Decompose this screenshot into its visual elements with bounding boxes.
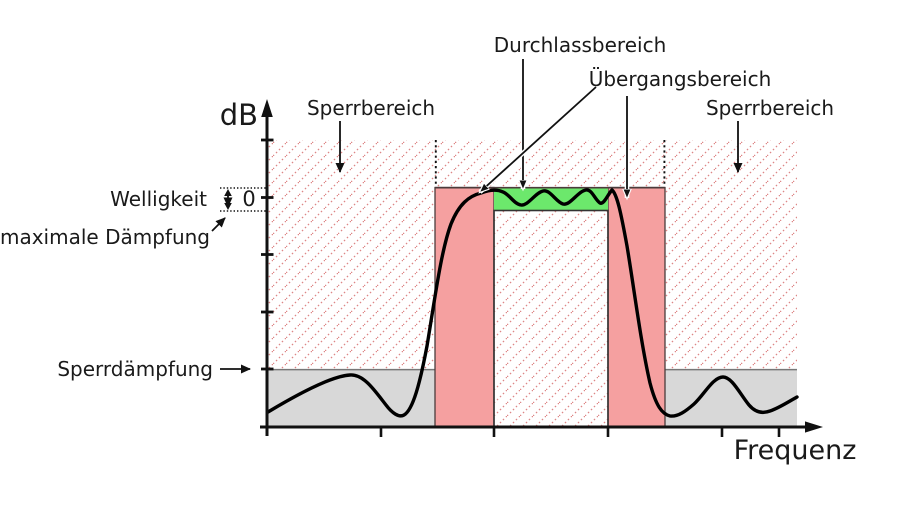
label-ripple: Welligkeit (110, 187, 207, 211)
stopband-floor-right (665, 368, 797, 427)
arrow-transition-left (480, 85, 598, 194)
label-passband: Durchlassbereich (494, 33, 667, 57)
x-axis-ticks (379, 427, 781, 437)
x-axis-label: Frequenz (734, 435, 857, 466)
y-axis (261, 99, 274, 436)
y-axis-label: dB (220, 98, 258, 132)
y-axis-arrowhead (261, 99, 273, 117)
transition-band-left (434, 186, 495, 428)
y-axis-ticks (261, 138, 274, 371)
label-zero: 0 (242, 187, 255, 211)
filter-response-curve (266, 188, 799, 418)
ripple-bracket (220, 187, 266, 212)
label-max-attenuation: maximale Dämpfung (0, 225, 210, 249)
label-transition: Übergangsbereich (589, 67, 772, 91)
label-stopband-left: Sperrbereich (307, 96, 435, 120)
label-stopband-attenuation: Sperrdämpfung (57, 357, 213, 381)
label-stopband-right: Sperrbereich (706, 96, 834, 120)
arrow-max-attenuation (211, 217, 226, 232)
x-axis (260, 421, 823, 437)
x-axis-arrowhead (805, 421, 823, 433)
